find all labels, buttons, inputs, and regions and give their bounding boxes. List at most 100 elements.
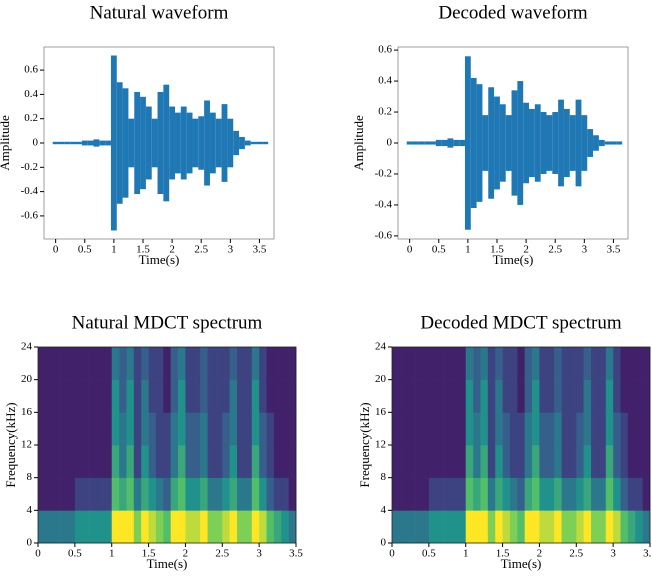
waveform-envelope	[476, 84, 483, 202]
spectrum-cell	[532, 379, 540, 413]
spectrum-cell	[38, 412, 46, 446]
spectrum-cell	[524, 510, 533, 544]
waveform-envelope	[587, 129, 594, 157]
spectrum-cell	[421, 477, 430, 511]
spectrum-cell	[524, 347, 533, 380]
waveform-envelope	[534, 104, 541, 182]
spectrum-cell	[155, 347, 164, 380]
spectrum-cell	[620, 477, 629, 511]
spectrum-cell	[214, 347, 223, 380]
spectrum-cell	[532, 477, 540, 511]
x-tick-label: 3.5	[643, 548, 652, 560]
spectrum-cell	[458, 510, 467, 544]
waveform-envelope	[87, 140, 94, 146]
chart-title: Decoded MDCT spectrum	[420, 312, 621, 333]
waveform-envelope	[558, 99, 564, 187]
spectrum-cell	[82, 412, 90, 446]
x-tick-label: 2.5	[194, 244, 208, 256]
spectrum-cell	[613, 445, 621, 478]
spectrum-cell	[251, 412, 260, 446]
spectrum-cell	[148, 510, 157, 544]
x-tick-label: 3	[228, 244, 234, 256]
spectrum-cell	[642, 445, 651, 478]
waveform-envelope	[186, 112, 193, 174]
spectrum-cell	[517, 379, 525, 413]
spectrum-cell	[155, 412, 164, 446]
waveform-envelope	[64, 141, 71, 145]
spectrum-cell	[141, 347, 149, 380]
waveform-envelope	[140, 96, 146, 190]
spectrum-cell	[620, 347, 629, 380]
spectrum-cell	[281, 412, 289, 446]
spectrum-cell	[473, 510, 481, 544]
spectrum-cell	[141, 477, 149, 511]
spectrum-cell	[148, 412, 157, 446]
spectrum-cell	[244, 379, 253, 413]
spectrum-cell	[185, 347, 194, 380]
spectrum-cell	[627, 347, 636, 380]
spectrum-cell	[473, 379, 481, 413]
spectrum-cell	[517, 510, 525, 544]
x-axis-label: Time(s)	[147, 556, 188, 571]
spectrum-cell	[627, 477, 636, 511]
y-axis-label: Amplitude	[351, 115, 366, 171]
waveform-envelope	[151, 118, 158, 168]
y-tick-label: -0.4	[21, 185, 39, 197]
spectrum-cell	[229, 510, 238, 544]
spectrum-cell	[465, 445, 474, 478]
spectrum-cell	[495, 510, 503, 544]
spectrum-cell	[568, 477, 577, 511]
spectrum-cell	[178, 379, 186, 413]
spectrum-cell	[436, 347, 444, 380]
spectrum-cell	[244, 412, 253, 446]
spectrum-cell	[399, 510, 408, 544]
spectrum-cell	[119, 379, 127, 413]
y-tick-label: 16	[21, 406, 33, 418]
waveform-envelope	[523, 102, 530, 184]
spectrum-cell	[436, 445, 444, 478]
waveform-envelope	[447, 138, 454, 148]
spectrum-cell	[421, 412, 430, 446]
spectrum-cell	[222, 510, 230, 544]
spectrum-cell	[222, 379, 230, 413]
spectrum-cell	[170, 477, 179, 511]
spectrum-cell	[576, 347, 584, 380]
waveform-envelope	[145, 106, 152, 180]
spectrum-cell	[170, 347, 179, 380]
spectrum-cell	[207, 347, 216, 380]
y-axis-label: Frequency(kHz)	[3, 402, 18, 487]
spectrum-cell	[237, 379, 245, 413]
spectrum-cell	[627, 510, 636, 544]
spectrum-cell	[458, 477, 467, 511]
spectrum-cell	[237, 347, 245, 380]
spectrum-cell	[155, 477, 164, 511]
spectrum-cell	[89, 445, 98, 478]
spectrum-cell	[266, 477, 275, 511]
spectrum-cell	[229, 445, 238, 478]
spectrum-cell	[126, 510, 135, 544]
spectrum-cell	[502, 379, 511, 413]
spectrum-cell	[45, 379, 54, 413]
spectrum-cell	[288, 477, 297, 511]
spectrum-cell	[428, 379, 437, 413]
spectrum-cell	[613, 477, 621, 511]
y-tick-label: 20	[21, 373, 33, 385]
x-tick-label: 0.5	[432, 244, 446, 256]
spectrum-cell	[163, 379, 171, 413]
spectrum-cell	[126, 477, 135, 511]
spectrum-cell	[554, 379, 562, 413]
spectrum-cell	[576, 477, 584, 511]
spectrum-cell	[192, 379, 201, 413]
spectrum-cell	[67, 412, 76, 446]
waveform-envelope	[256, 141, 263, 145]
spectrum-cell	[60, 379, 68, 413]
spectrum-cell	[561, 347, 570, 380]
spectrum-cell	[428, 347, 437, 380]
x-tick-label: 2	[183, 548, 189, 560]
spectrum-cell	[200, 477, 208, 511]
spectrum-cell	[52, 379, 61, 413]
waveform-envelope	[70, 141, 77, 145]
spectrum-cell	[89, 347, 98, 380]
spectrum-cell	[414, 445, 422, 478]
spectrum-cell	[605, 445, 614, 478]
